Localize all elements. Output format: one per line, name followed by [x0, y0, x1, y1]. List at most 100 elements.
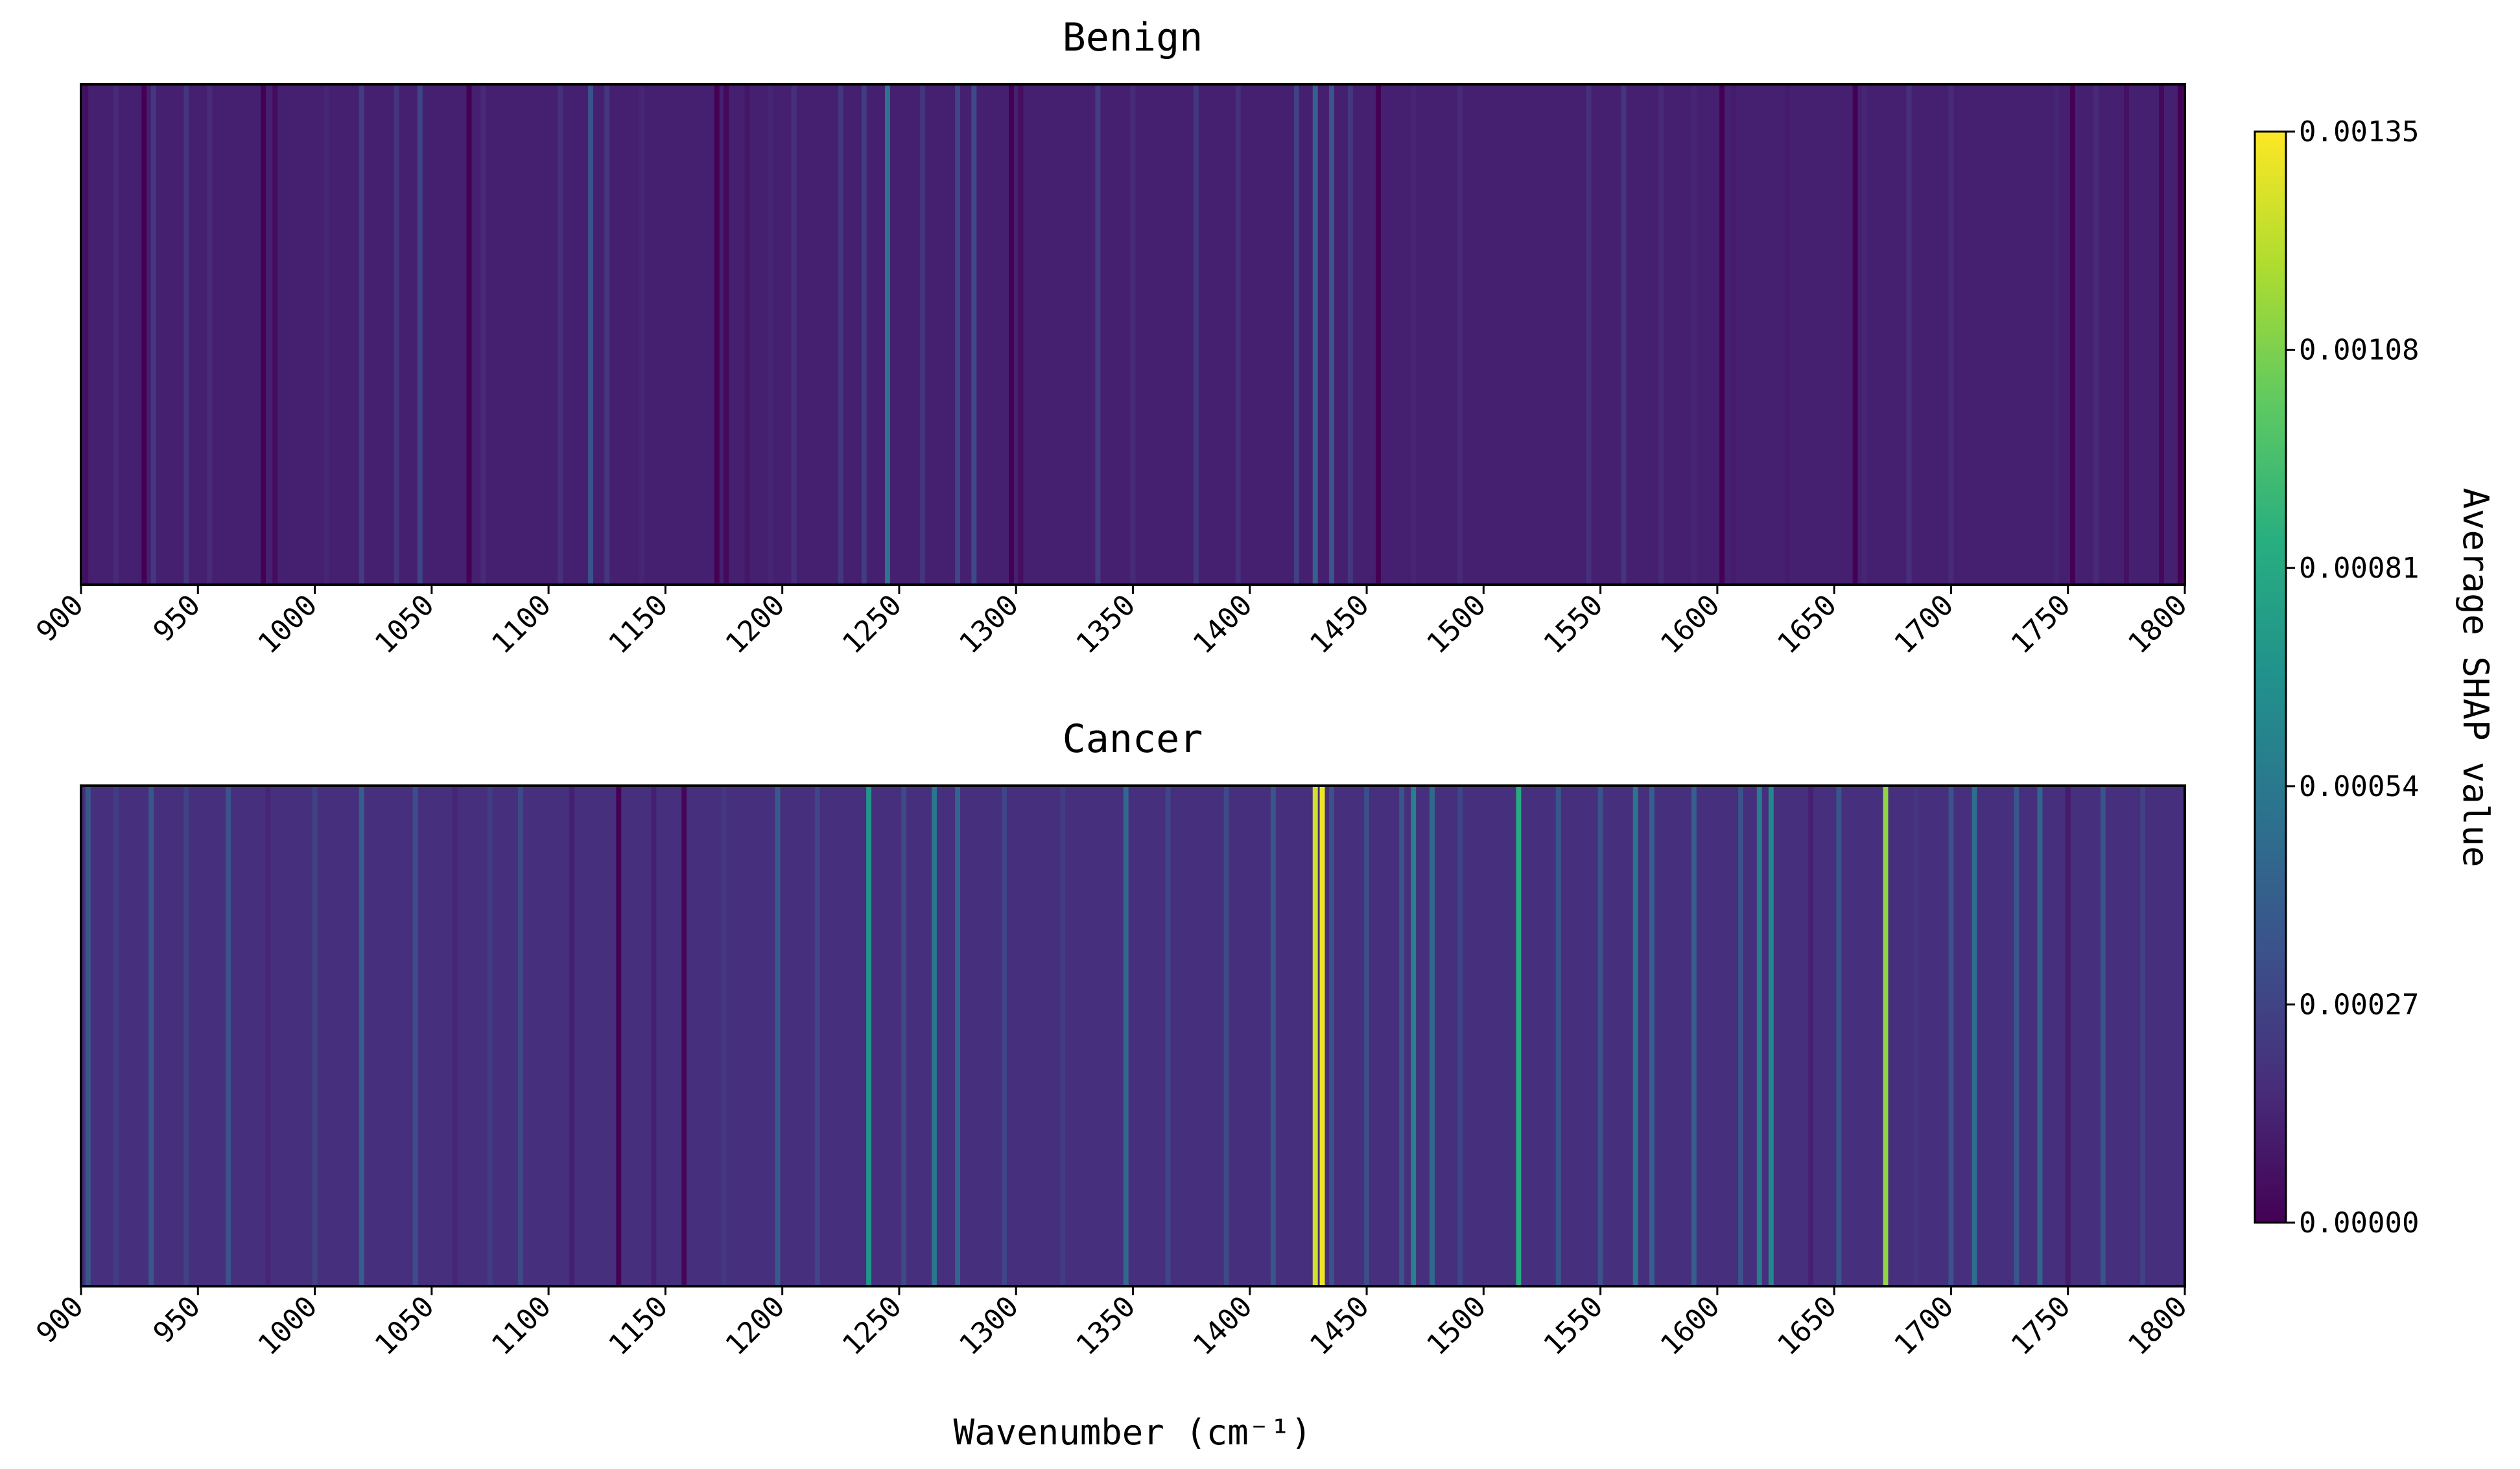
x-tick-label: 1100: [486, 589, 558, 661]
heatmap-band: [207, 84, 213, 585]
heatmap-band: [901, 786, 907, 1286]
x-tick-label: 1150: [602, 1290, 674, 1362]
heatmap-band: [359, 84, 364, 585]
heatmap-band: [85, 786, 91, 1286]
heatmap-band: [324, 84, 329, 585]
x-tick-label: 1200: [719, 589, 791, 661]
x-tick-label: 1550: [1537, 1290, 1609, 1362]
x-tick-label: 1450: [1304, 589, 1376, 661]
colorbar-ticks: 0.00000 0.00027 0.00054 0.00081 0.00108 0.001…: [2286, 115, 2419, 1240]
heatmap-band: [2177, 84, 2183, 585]
heatmap-band: [932, 786, 937, 1286]
heatmap-band: [1768, 786, 1774, 1286]
x-tick-label: 1700: [1888, 589, 1960, 661]
heatmap-band: [1430, 786, 1435, 1286]
heatmap-band: [466, 84, 472, 585]
x-tick-label: 1650: [1771, 1290, 1843, 1362]
heatmap-band: [1691, 84, 1697, 585]
heatmap-band: [569, 786, 575, 1286]
cancer-panel-title: Cancer: [1063, 716, 1203, 762]
heatmap-band: [1883, 786, 1889, 1286]
x-tick-label: 1100: [486, 1290, 558, 1362]
heatmap-band: [141, 84, 147, 585]
heatmap-band: [2093, 84, 2099, 585]
heatmap-band: [1123, 786, 1129, 1286]
x-tick-label: 1750: [2005, 1290, 2077, 1362]
heatmap-band: [1411, 786, 1417, 1286]
heatmap-band: [1376, 84, 1382, 585]
heatmap-band: [2065, 786, 2071, 1286]
heatmap-band: [1852, 84, 1858, 585]
heatmap-band: [2158, 84, 2164, 585]
heatmap-band: [1312, 786, 1318, 1286]
heatmap-band: [955, 84, 961, 585]
x-tick-label: 1050: [369, 1290, 441, 1362]
heatmap-band: [272, 84, 278, 585]
heatmap-band: [1009, 84, 1014, 585]
heatmap-band: [2053, 84, 2059, 585]
heatmap-band: [1399, 786, 1405, 1286]
heatmap-band: [1364, 786, 1370, 1286]
colorbar-tick-label: 0.00108: [2299, 334, 2419, 367]
heatmap-band: [955, 786, 961, 1286]
heatmap-band: [1516, 786, 1522, 1286]
x-axis-title: Wavenumber (cm⁻¹): [954, 1412, 1312, 1453]
heatmap-band: [639, 84, 645, 585]
x-tick-label: 1650: [1771, 589, 1843, 661]
heatmap-band: [588, 84, 593, 585]
cancer-panel: Cancer 900 950 1000 1050 1100 1150 1200 1250 130…: [30, 716, 2194, 1362]
heatmap-band: [1018, 84, 1024, 585]
heatmap-band: [2123, 84, 2129, 585]
x-tick-label: 1750: [2005, 589, 2077, 661]
x-tick-label: 1250: [836, 589, 908, 661]
heatmap-band: [150, 84, 156, 585]
heatmap-band: [1737, 786, 1743, 1286]
heatmap-band: [681, 786, 687, 1286]
benign-x-axis: 900 950 1000 1050 1100 1150 1200 1250 1300 1350 14…: [30, 585, 2194, 661]
heatmap-band: [1785, 84, 1791, 585]
heatmap-band: [1457, 84, 1463, 585]
heatmap-band: [2100, 786, 2106, 1286]
heatmap-band: [359, 786, 364, 1286]
heatmap-band: [1913, 786, 1919, 1286]
heatmap-band: [1691, 786, 1697, 1286]
x-tick-label: 1450: [1304, 1290, 1376, 1362]
heatmap-band: [1555, 786, 1561, 1286]
heatmap-band: [1632, 786, 1638, 1286]
heatmap-band: [113, 84, 119, 585]
heatmap-band: [1235, 84, 1241, 585]
heatmap-band: [838, 84, 843, 585]
heatmap-band: [714, 84, 720, 585]
heatmap-band: [791, 84, 797, 585]
heatmap-band: [2037, 786, 2043, 1286]
heatmap-band: [312, 786, 318, 1286]
heatmap-band: [2140, 786, 2146, 1286]
cancer-x-axis: 900 950 1000 1050 1100 1150 1200 1250 1300 1350 14…: [30, 1286, 2194, 1362]
heatmap-band: [744, 84, 750, 585]
heatmap-band: [1906, 84, 1912, 585]
x-tick-label: 1400: [1187, 589, 1259, 661]
heatmap-band: [1658, 84, 1664, 585]
heatmap-band: [1223, 786, 1229, 1286]
x-tick-label: 900: [30, 589, 90, 648]
heatmap-band: [1649, 786, 1654, 1286]
heatmap-band: [1972, 786, 1977, 1286]
heatmap-band: [1527, 84, 1533, 585]
heatmap-band: [226, 786, 231, 1286]
x-tick-label: 1200: [719, 1290, 791, 1362]
heatmap-band: [558, 84, 563, 585]
heatmap-band: [1319, 786, 1325, 1286]
heatmap-band: [1719, 84, 1725, 585]
x-tick-label: 1000: [252, 1290, 324, 1362]
heatmap-band: [604, 84, 610, 585]
x-tick-label: 1550: [1537, 589, 1609, 661]
heatmap-band: [1731, 84, 1737, 585]
heatmap-background: [81, 786, 2185, 1286]
x-tick-label: 1600: [1654, 1290, 1726, 1362]
heatmap-band: [265, 786, 271, 1286]
heatmap-band: [667, 84, 673, 585]
colorbar-gradient: [2254, 130, 2287, 1224]
heatmap-band: [1948, 786, 1954, 1286]
heatmap-band: [417, 84, 423, 585]
